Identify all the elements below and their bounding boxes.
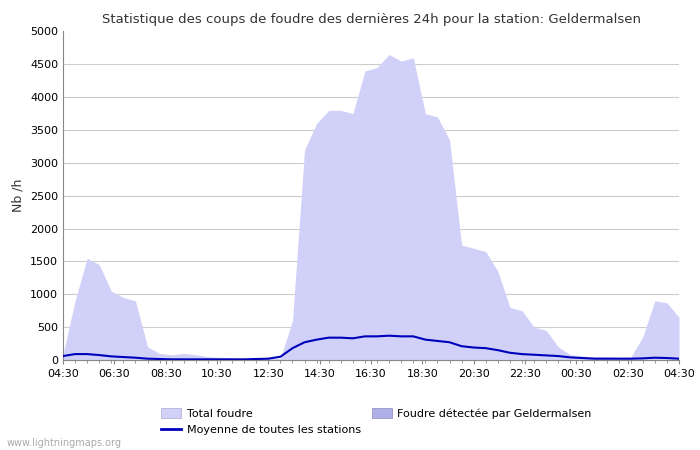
Title: Statistique des coups de foudre des dernières 24h pour la station: Geldermalsen: Statistique des coups de foudre des dern… [102,13,640,26]
Y-axis label: Nb /h: Nb /h [11,179,25,212]
Legend: Total foudre, Moyenne de toutes les stations, Foudre détectée par Geldermalsen: Total foudre, Moyenne de toutes les stat… [161,408,592,435]
Text: www.lightningmaps.org: www.lightningmaps.org [7,438,122,448]
